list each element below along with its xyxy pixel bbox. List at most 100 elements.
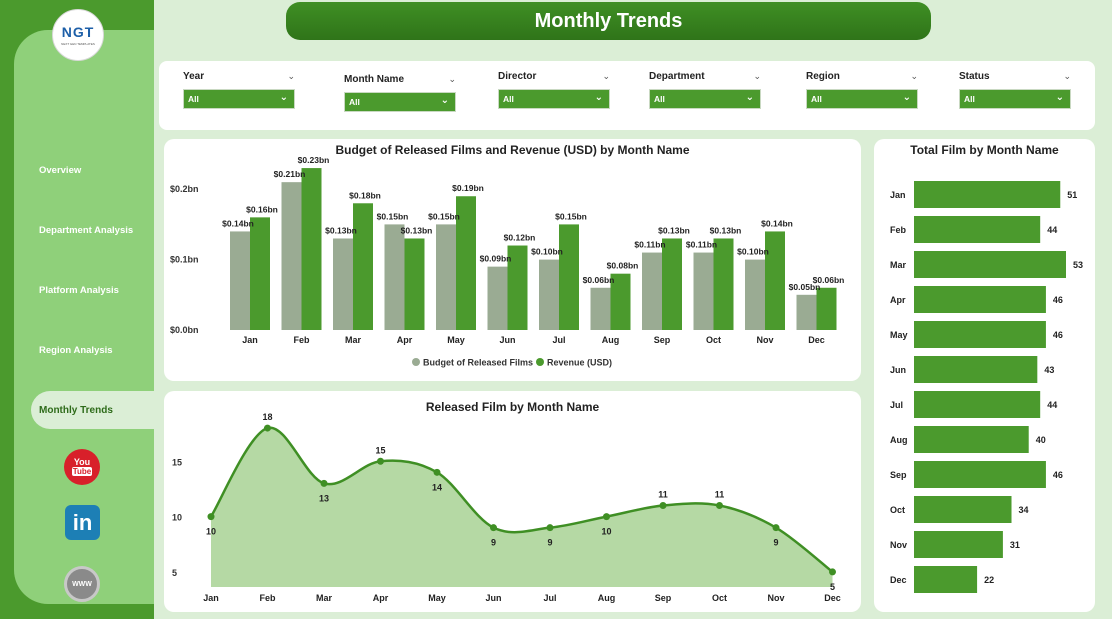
sidebar-item-monthly-trends[interactable]: Monthly Trends xyxy=(39,405,113,416)
budget-bar xyxy=(745,259,765,330)
x-tick-label: Jan xyxy=(242,335,258,345)
budget-bar xyxy=(693,252,714,330)
budget-bar xyxy=(281,182,302,330)
data-label: 44 xyxy=(1047,400,1057,410)
revenue-data-label: $0.13bn xyxy=(658,225,690,235)
y-tick-label: Dec xyxy=(890,575,907,585)
chevron-down-icon[interactable]: ⌄ xyxy=(753,71,761,81)
x-tick-label: Jul xyxy=(543,593,556,603)
website-icon[interactable]: WWW xyxy=(64,566,100,602)
month-name-dropdown[interactable]: All ⌄ xyxy=(344,92,456,112)
data-label: 53 xyxy=(1073,260,1083,270)
x-tick-label: Sep xyxy=(654,335,671,345)
logo-text: NGT xyxy=(61,24,95,40)
chart-title: Budget of Released Films and Revenue (US… xyxy=(335,143,690,157)
revenue-bar xyxy=(610,273,631,330)
chevron-down-icon[interactable]: ⌄ xyxy=(602,71,610,81)
y-tick-label: Aug xyxy=(890,435,908,445)
director-dropdown[interactable]: All ⌄ xyxy=(498,89,610,109)
filter-status-label: Status xyxy=(959,71,990,82)
chevron-down-icon: ⌄ xyxy=(594,92,603,103)
budget-bar xyxy=(487,266,508,330)
region-dropdown[interactable]: All ⌄ xyxy=(806,89,918,109)
budget-data-label: $0.10bn xyxy=(531,247,563,257)
sidebar-item-region-analysis[interactable]: Region Analysis xyxy=(39,345,113,356)
revenue-bar xyxy=(713,238,734,330)
x-tick-label: Mar xyxy=(316,593,333,603)
linkedin-icon[interactable]: in xyxy=(65,505,100,540)
x-tick-label: Nov xyxy=(767,593,784,603)
budget-data-label: $0.13bn xyxy=(325,225,357,235)
chevron-down-icon: ⌄ xyxy=(279,92,288,103)
linkedin-icon-text: in xyxy=(72,509,93,535)
data-point xyxy=(716,502,723,510)
filter-department: Department ⌄ All ⌄ xyxy=(649,71,761,109)
chart-title: Released Film by Month Name xyxy=(425,400,600,414)
filter-bar: Year ⌄ All ⌄ Month Name ⌄ All ⌄ Director ⌄… xyxy=(159,61,1095,130)
chevron-down-icon[interactable]: ⌄ xyxy=(287,71,295,81)
budget-data-label: $0.09bn xyxy=(480,254,512,264)
data-label: 40 xyxy=(1036,435,1046,445)
data-label: 31 xyxy=(1010,540,1020,550)
data-point xyxy=(490,524,497,532)
y-tick-label: Jan xyxy=(890,190,906,200)
logo-subtext: NEXT GEN TEMPLATES xyxy=(61,42,95,46)
sidebar-item-overview[interactable]: Overview xyxy=(39,165,82,176)
data-label: 9 xyxy=(547,538,552,548)
legend-label-budget: Budget of Released Films xyxy=(423,358,533,368)
y-tick-label: $0.2bn xyxy=(170,184,199,194)
data-label: 46 xyxy=(1053,330,1063,340)
total-film-bar xyxy=(914,531,1003,558)
youtube-icon-text-top: You xyxy=(73,457,91,467)
x-tick-label: Dec xyxy=(808,335,825,345)
revenue-bar xyxy=(559,224,579,330)
data-label: 46 xyxy=(1053,295,1063,305)
x-tick-label: Jun xyxy=(485,593,501,603)
budget-data-label: $0.06bn xyxy=(583,275,615,285)
x-tick-label: Mar xyxy=(345,335,362,345)
budget-bar xyxy=(333,238,353,330)
sidebar-item-department-analysis[interactable]: Department Analysis xyxy=(39,225,134,236)
area-fill xyxy=(211,427,833,587)
data-label: 46 xyxy=(1053,470,1063,480)
chart-title: Total Film by Month Name xyxy=(910,143,1059,157)
data-label: 10 xyxy=(601,527,611,537)
x-tick-label: Nov xyxy=(756,335,773,345)
month-name-dropdown-value: All xyxy=(349,97,360,107)
x-tick-label: May xyxy=(447,335,465,345)
data-point xyxy=(829,568,836,576)
y-tick-label: Mar xyxy=(890,260,907,270)
budget-data-label: $0.15bn xyxy=(428,211,460,221)
budget-bar xyxy=(230,231,250,330)
department-dropdown[interactable]: All ⌄ xyxy=(649,89,761,109)
revenue-data-label: $0.12bn xyxy=(504,233,536,243)
revenue-data-label: $0.06bn xyxy=(813,275,845,285)
budget-bar xyxy=(384,224,405,330)
revenue-bar xyxy=(250,217,270,330)
chevron-down-icon[interactable]: ⌄ xyxy=(910,71,918,81)
budget-bar xyxy=(539,259,559,330)
x-tick-label: Jul xyxy=(552,335,565,345)
data-point xyxy=(772,524,780,532)
chevron-down-icon[interactable]: ⌄ xyxy=(448,74,456,84)
revenue-bar xyxy=(662,238,682,330)
status-dropdown[interactable]: All ⌄ xyxy=(959,89,1071,109)
revenue-bar xyxy=(765,231,785,330)
filter-year-label: Year xyxy=(183,71,205,82)
youtube-icon[interactable]: You Tube xyxy=(64,449,100,485)
budget-revenue-chart-panel: Budget of Released Films and Revenue (US… xyxy=(164,139,861,381)
data-point xyxy=(320,479,328,487)
filter-region-label: Region xyxy=(806,71,840,82)
y-tick-label: Jul xyxy=(890,400,903,410)
chevron-down-icon[interactable]: ⌄ xyxy=(1063,71,1071,81)
y-tick-label: 10 xyxy=(172,513,182,523)
data-label: 18 xyxy=(262,412,272,422)
budget-data-label: $0.11bn xyxy=(686,240,717,250)
year-dropdown[interactable]: All ⌄ xyxy=(183,89,295,109)
data-point xyxy=(377,457,384,465)
total-film-bar xyxy=(914,321,1046,348)
x-tick-label: May xyxy=(428,593,446,603)
sidebar-item-platform-analysis[interactable]: Platform Analysis xyxy=(39,285,119,296)
budget-data-label: $0.10bn xyxy=(737,247,769,257)
filter-month-name: Month Name ⌄ All ⌄ xyxy=(344,74,456,112)
